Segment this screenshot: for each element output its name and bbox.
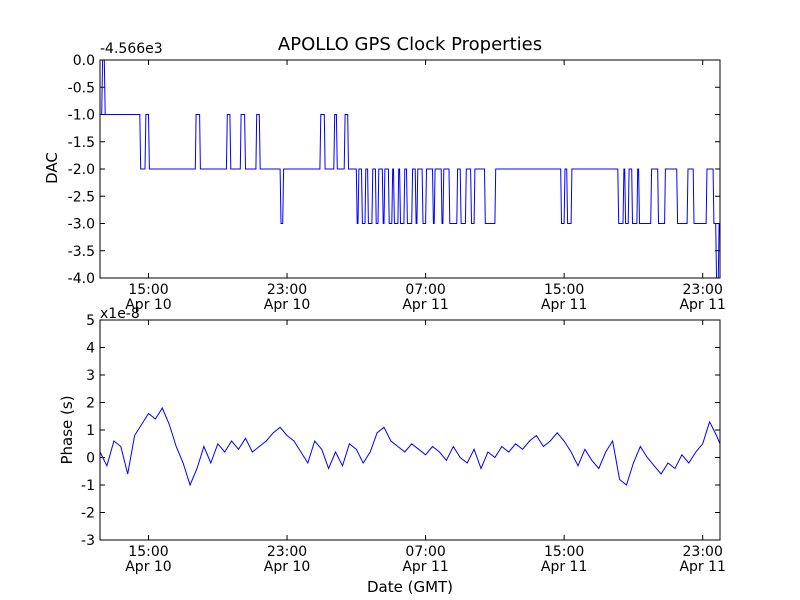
y-tick-label: 1 bbox=[86, 423, 95, 439]
phase-y-axis-label: Phase (s) bbox=[58, 395, 76, 464]
y-tick-label: -3 bbox=[81, 533, 95, 549]
x-tick-label-day: Apr 11 bbox=[541, 559, 587, 575]
y-tick-label: -4.0 bbox=[68, 271, 95, 287]
y-tick-label: -2 bbox=[81, 506, 95, 522]
x-tick-label-time: 23:00 bbox=[267, 544, 307, 560]
x-tick-label-day: Apr 10 bbox=[125, 559, 171, 575]
x-tick-label-time: 15:00 bbox=[128, 282, 168, 298]
dac-series-line bbox=[100, 59, 720, 279]
x-tick-label-time: 07:00 bbox=[405, 544, 445, 560]
y-tick-label: -1 bbox=[81, 478, 95, 494]
y-tick-label: -0.5 bbox=[68, 80, 95, 96]
x-tick-label-time: 15:00 bbox=[544, 282, 584, 298]
y-tick-label: 0.0 bbox=[73, 53, 95, 69]
x-axis-label: Date (GMT) bbox=[367, 578, 453, 596]
dac-axes-frame bbox=[99, 59, 721, 279]
y-tick-label: -3.0 bbox=[68, 217, 95, 233]
dac-offset-label: -4.566e3 bbox=[100, 41, 163, 57]
phase-offset-label: x1e-8 bbox=[100, 306, 140, 322]
dac-ticks: 0.0 -0.5 -1.0 -1.5 -2.0 -2.5 -3.0 -3.5 -4.0 15:00… bbox=[68, 53, 726, 313]
phase-series-line bbox=[99, 406, 721, 487]
x-tick-label-time: 23:00 bbox=[683, 544, 723, 560]
y-tick-label: 5 bbox=[86, 313, 95, 329]
dac-panel: -4.566e3 DAC 0.0 -0.5 -1.0 -1.5 -2.0 -2.5 -3.0… bbox=[43, 41, 726, 313]
y-tick-label: 2 bbox=[86, 396, 95, 412]
y-tick-label: -2.0 bbox=[68, 162, 95, 178]
x-tick-label-day: Apr 10 bbox=[264, 297, 310, 313]
x-tick-label-time: 23:00 bbox=[683, 282, 723, 298]
y-tick-label: -1.5 bbox=[68, 135, 95, 151]
y-tick-label: 4 bbox=[86, 341, 95, 357]
x-tick-label-day: Apr 10 bbox=[125, 297, 171, 313]
y-tick-label: 3 bbox=[86, 368, 95, 384]
x-tick-label-day: Apr 11 bbox=[679, 297, 725, 313]
x-tick-label-time: 15:00 bbox=[128, 544, 168, 560]
y-tick-label: 0 bbox=[86, 451, 95, 467]
y-tick-label: -3.5 bbox=[68, 244, 95, 260]
x-tick-label-day: Apr 11 bbox=[402, 297, 448, 313]
chart-title: APOLLO GPS Clock Properties bbox=[278, 34, 542, 55]
x-tick-label-day: Apr 10 bbox=[264, 559, 310, 575]
y-tick-label: -2.5 bbox=[68, 189, 95, 205]
dac-y-axis-label: DAC bbox=[43, 152, 61, 184]
x-tick-label-time: 23:00 bbox=[267, 282, 307, 298]
x-tick-label-day: Apr 11 bbox=[402, 559, 448, 575]
phase-axes-frame bbox=[99, 319, 721, 541]
x-tick-label-day: Apr 11 bbox=[541, 297, 587, 313]
x-tick-label-time: 15:00 bbox=[544, 544, 584, 560]
x-tick-label-time: 07:00 bbox=[405, 282, 445, 298]
x-tick-label-day: Apr 11 bbox=[679, 559, 725, 575]
y-tick-label: -1.0 bbox=[68, 108, 95, 124]
